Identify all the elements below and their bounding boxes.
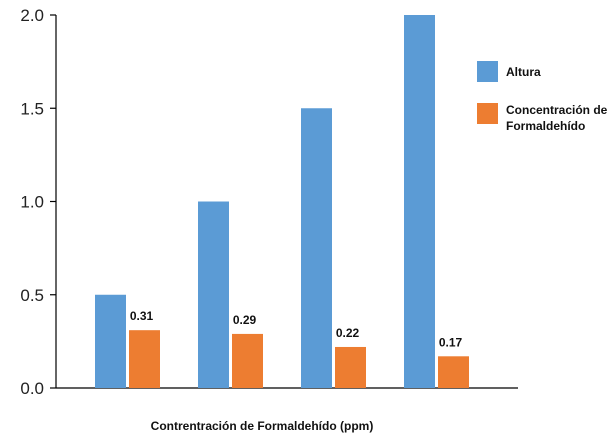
legend-label: Altura <box>506 65 541 79</box>
legend: Altura Concentración de Formaldehído <box>477 61 608 133</box>
y-tick-label: 0.5 <box>20 286 44 305</box>
legend-swatch <box>477 103 498 124</box>
y-axis-ticks: 0.0 0.5 1.0 1.5 2.0 <box>20 6 56 398</box>
altura-bar <box>95 294 126 388</box>
y-tick-label: 1.5 <box>20 99 44 118</box>
formaldehido-bar <box>438 356 469 388</box>
altura-bar <box>301 108 332 388</box>
legend-label: Formaldehído <box>506 119 585 133</box>
x-axis-title: Contrentración de Formaldehído (ppm) <box>151 419 374 433</box>
bars-group <box>95 15 469 388</box>
data-label: 0.31 <box>130 309 154 323</box>
legend-swatch <box>477 61 498 82</box>
data-labels-group: 0.31 0.29 0.22 0.17 <box>130 309 463 349</box>
formaldehido-bar <box>129 330 160 388</box>
y-tick-label: 0.0 <box>20 379 44 398</box>
data-label: 0.29 <box>233 313 257 327</box>
y-tick-label: 2.0 <box>20 6 44 25</box>
y-tick-label: 1.0 <box>20 193 44 212</box>
formaldehido-bar <box>232 333 263 388</box>
legend-label: Concentración de <box>506 103 608 117</box>
altura-bar <box>198 201 229 388</box>
altura-bar <box>404 15 435 388</box>
formaldehido-bar <box>335 346 366 388</box>
data-label: 0.22 <box>336 326 360 340</box>
data-label: 0.17 <box>439 335 463 349</box>
